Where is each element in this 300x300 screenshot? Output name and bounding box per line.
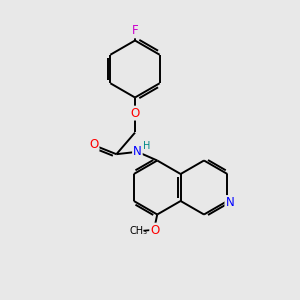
Text: N: N	[133, 145, 142, 158]
Text: O: O	[150, 224, 160, 237]
Text: O: O	[130, 106, 140, 120]
Text: F: F	[132, 24, 138, 38]
Text: N: N	[225, 196, 234, 209]
Text: H: H	[143, 141, 150, 151]
Text: CH₃: CH₃	[129, 226, 147, 236]
Text: O: O	[89, 138, 98, 151]
